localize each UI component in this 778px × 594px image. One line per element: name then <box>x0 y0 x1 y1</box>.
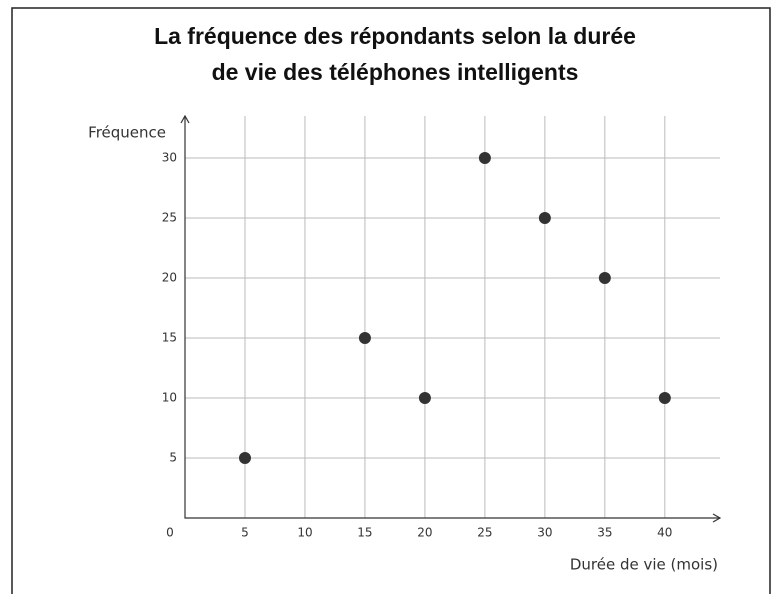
point <box>418 392 431 404</box>
point <box>478 152 491 164</box>
point <box>598 272 611 284</box>
axes <box>184 116 720 519</box>
chart-title: de vie des téléphones intelligents <box>212 59 579 85</box>
y-tick-label: 10 <box>162 391 177 405</box>
frame <box>11 7 771 594</box>
point <box>538 212 551 224</box>
x-axis-label: Durée de vie (mois) <box>570 556 718 574</box>
y-axis-label: Fréquence <box>88 124 166 142</box>
y-tick-label: 25 <box>162 211 177 225</box>
x-tick-label: 0 <box>166 526 174 540</box>
x-tick-label: 30 <box>537 526 552 540</box>
x-tick-label: 10 <box>297 526 312 540</box>
x-tick-label: 15 <box>357 526 372 540</box>
y-tick-label: 30 <box>162 151 177 165</box>
y-tick-label: 15 <box>162 331 177 345</box>
x-tick-label: 25 <box>477 526 492 540</box>
y-tick-label: 5 <box>169 451 177 465</box>
x-tick-label: 20 <box>417 526 432 540</box>
chart-title: La fréquence des répondants selon la dur… <box>154 23 636 49</box>
arrow <box>180 114 722 523</box>
x-tick-label: 40 <box>657 526 672 540</box>
point <box>358 332 371 344</box>
point <box>238 452 251 464</box>
point <box>658 392 671 404</box>
y-tick-label: 20 <box>162 271 177 285</box>
x-tick-label: 5 <box>241 526 249 540</box>
x-tick-label: 35 <box>597 526 612 540</box>
